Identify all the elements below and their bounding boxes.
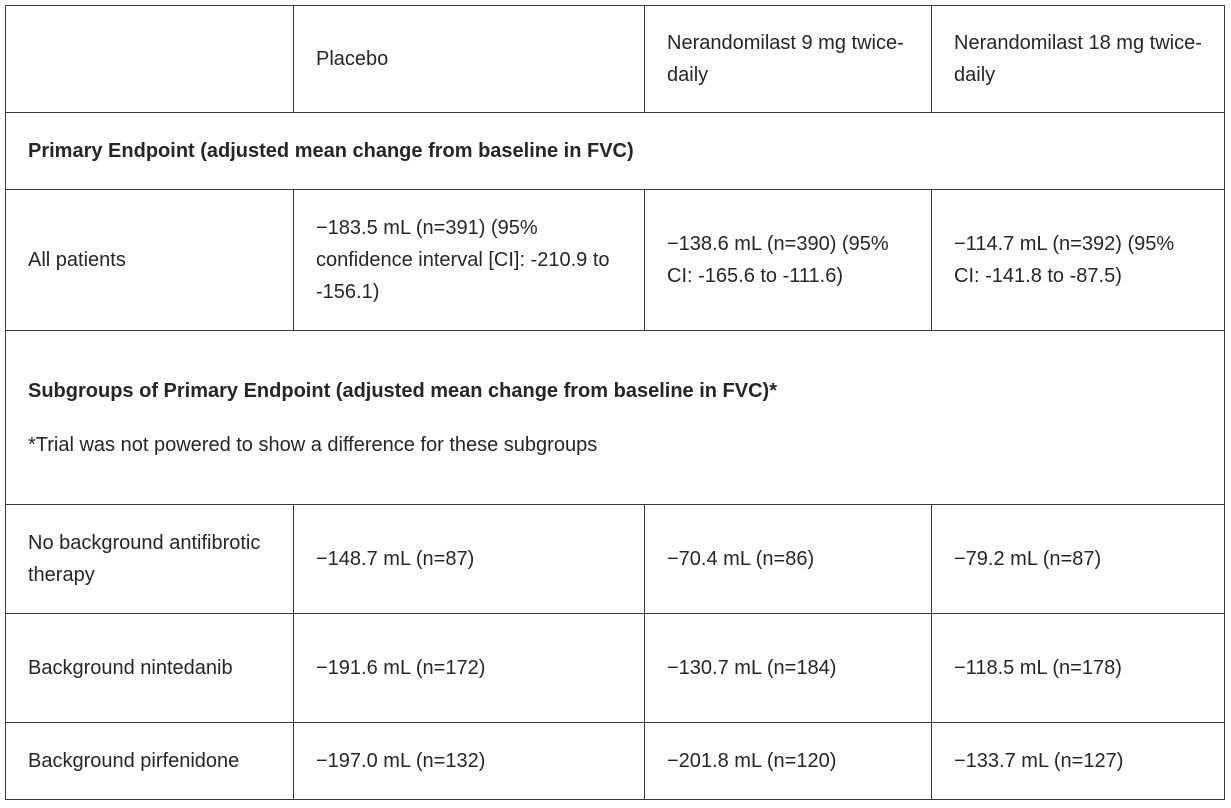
header-empty-cell <box>5 5 294 113</box>
cell-all-18mg: −114.7 mL (n=392) (95% CI: -141.8 to -87… <box>931 189 1225 331</box>
table-row: Background pirfenidone −197.0 mL (n=132)… <box>5 722 1225 800</box>
subgroups-section-row: Subgroups of Primary Endpoint (adjusted … <box>5 330 1225 505</box>
cell-all-placebo: −183.5 mL (n=391) (95% confidence interv… <box>293 189 645 331</box>
cell-pirfenidone-placebo: −197.0 mL (n=132) <box>293 722 645 800</box>
cell-pirfenidone-18mg: −133.7 mL (n=127) <box>931 722 1225 800</box>
primary-endpoint-title: Primary Endpoint (adjusted mean change f… <box>5 112 1225 190</box>
table-row: All patients −183.5 mL (n=391) (95% conf… <box>5 189 1225 331</box>
table-row: No background antifibrotic therapy −148.… <box>5 504 1225 614</box>
subgroups-footnote: *Trial was not powered to show a differe… <box>28 433 598 456</box>
subgroups-title: Subgroups of Primary Endpoint (adjusted … <box>28 379 777 402</box>
cell-nintedanib-18mg: −118.5 mL (n=178) <box>931 613 1225 723</box>
cell-no-background-18mg: −79.2 mL (n=87) <box>931 504 1225 614</box>
subgroups-section-cell: Subgroups of Primary Endpoint (adjusted … <box>5 330 1225 505</box>
header-nerandomilast-9mg: Nerandomilast 9 mg twice-daily <box>644 5 932 113</box>
row-label-all-patients: All patients <box>5 189 294 331</box>
header-nerandomilast-18mg: Nerandomilast 18 mg twice-daily <box>931 5 1225 113</box>
cell-nintedanib-9mg: −130.7 mL (n=184) <box>644 613 932 723</box>
row-label-no-background: No background antifibrotic therapy <box>5 504 294 614</box>
cell-nintedanib-placebo: −191.6 mL (n=172) <box>293 613 645 723</box>
cell-all-9mg: −138.6 mL (n=390) (95% CI: -165.6 to -11… <box>644 189 932 331</box>
header-placebo: Placebo <box>293 5 645 113</box>
cell-no-background-9mg: −70.4 mL (n=86) <box>644 504 932 614</box>
cell-pirfenidone-9mg: −201.8 mL (n=120) <box>644 722 932 800</box>
row-label-pirfenidone: Background pirfenidone <box>5 722 294 800</box>
row-label-nintedanib: Background nintedanib <box>5 613 294 723</box>
results-table: Placebo Nerandomilast 9 mg twice-daily N… <box>5 5 1225 800</box>
primary-endpoint-section-row: Primary Endpoint (adjusted mean change f… <box>5 112 1225 190</box>
table-row: Background nintedanib −191.6 mL (n=172) … <box>5 613 1225 723</box>
table-header-row: Placebo Nerandomilast 9 mg twice-daily N… <box>5 5 1225 113</box>
cell-no-background-placebo: −148.7 mL (n=87) <box>293 504 645 614</box>
